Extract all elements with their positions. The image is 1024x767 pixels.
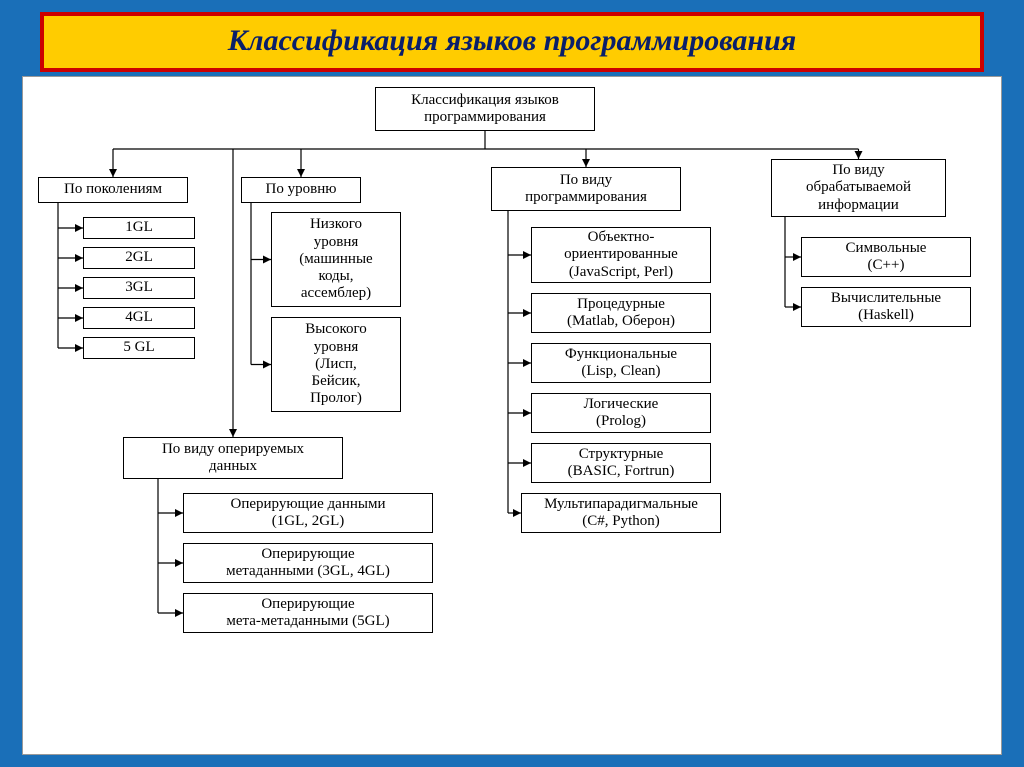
node-lvl_h: По уровню xyxy=(241,177,361,203)
node-gen1: 1GL xyxy=(83,217,195,239)
title-text: Классификация языков программирования xyxy=(228,24,796,57)
diagram-canvas: Классификация языковпрограммирования По п… xyxy=(22,76,1002,755)
node-i1: Символьные(C++) xyxy=(801,237,971,277)
node-gen4: 4GL xyxy=(83,307,195,329)
node-gen3: 3GL xyxy=(83,277,195,299)
node-lvl2: Высокогоуровня(Лисп,Бейсик,Пролог) xyxy=(271,317,401,412)
node-kind_h: По видупрограммирования xyxy=(491,167,681,211)
title-banner: Классификация языков программирования xyxy=(40,12,984,72)
node-k3: Функциональные(Lisp, Clean) xyxy=(531,343,711,383)
node-gen_h: По поколениям xyxy=(38,177,188,203)
node-data_h: По виду оперируемыхданных xyxy=(123,437,343,479)
node-d3: Оперирующиемета-метаданными (5GL) xyxy=(183,593,433,633)
node-k2: Процедурные(Matlab, Оберон) xyxy=(531,293,711,333)
node-info_h: По видуобрабатываемойинформации xyxy=(771,159,946,217)
node-gen2: 2GL xyxy=(83,247,195,269)
node-d1: Оперирующие данными(1GL, 2GL) xyxy=(183,493,433,533)
node-k4: Логические(Prolog) xyxy=(531,393,711,433)
node-i2: Вычислительные(Haskell) xyxy=(801,287,971,327)
node-gen5: 5 GL xyxy=(83,337,195,359)
node-k1: Объектно-ориентированные(JavaScript, Per… xyxy=(531,227,711,283)
node-d2: Оперирующиеметаданными (3GL, 4GL) xyxy=(183,543,433,583)
node-k6: Мультипарадигмальные(C#, Python) xyxy=(521,493,721,533)
node-root: Классификация языковпрограммирования xyxy=(375,87,595,131)
node-lvl1: Низкогоуровня(машинныекоды,ассемблер) xyxy=(271,212,401,307)
slide-frame: Классификация языков программирования Кл… xyxy=(0,0,1024,767)
node-k5: Структурные(BASIC, Fortrun) xyxy=(531,443,711,483)
